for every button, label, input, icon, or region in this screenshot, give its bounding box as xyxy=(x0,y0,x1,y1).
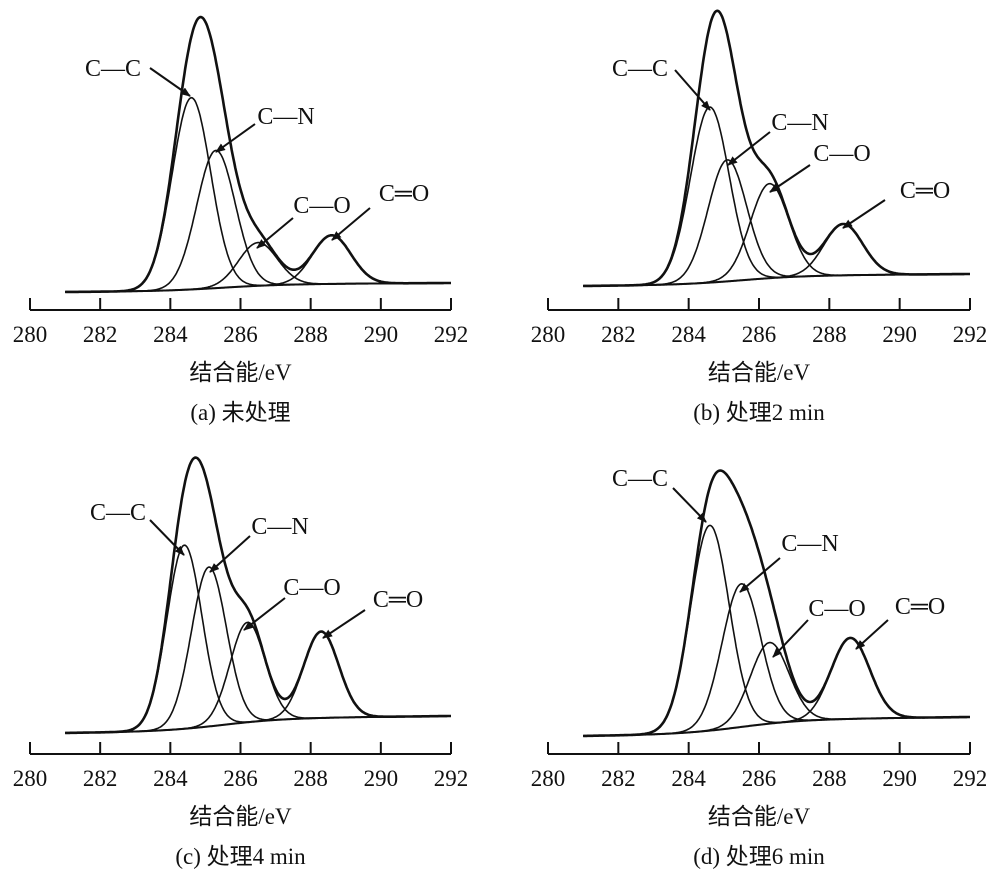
peak-label-C═O: C═O xyxy=(900,178,950,204)
envelope-curve xyxy=(64,15,451,294)
peak-arrow xyxy=(739,557,781,593)
x-tick-label: 282 xyxy=(83,766,118,791)
peak-arrow xyxy=(331,207,371,241)
x-tick-label: 284 xyxy=(671,322,706,347)
peak-label-C—O: C—O xyxy=(813,141,870,167)
x-tick-label: 290 xyxy=(364,766,399,791)
x-tick-label: 292 xyxy=(953,322,988,347)
peak-arrow xyxy=(855,619,889,650)
x-tick-label: 288 xyxy=(293,766,328,791)
peak-arrow xyxy=(149,67,191,97)
x-tick-label: 282 xyxy=(83,322,118,347)
chart-panel-a: 280 282 284 286 288 290 292 结合能/eV (a) 未处理 C—C C—N… xyxy=(13,15,469,425)
peak-label-C—C: C—C xyxy=(612,466,668,492)
peak-arrow xyxy=(149,519,185,556)
peak-arrow xyxy=(769,164,811,193)
peak-label-C—N: C—N xyxy=(771,110,828,136)
peak-label-C—N: C—N xyxy=(781,531,838,557)
peak-arrow xyxy=(842,199,886,229)
x-tick-label: 288 xyxy=(812,322,847,347)
x-tick-label: 290 xyxy=(364,322,399,347)
x-tick-label: 280 xyxy=(531,322,566,347)
x-axis-title: 结合能/eV xyxy=(708,804,811,829)
envelope-curve xyxy=(65,456,451,735)
peak-label-C—O: C—O xyxy=(808,596,865,622)
peak-label-C—N: C—N xyxy=(251,514,308,540)
peak-arrow xyxy=(772,619,809,658)
peak-label-C—C: C—C xyxy=(85,56,141,82)
envelope-curve xyxy=(583,9,970,288)
peak-label-C—C: C—C xyxy=(612,56,668,82)
panel-caption: (c) 处理4 min xyxy=(175,844,306,869)
x-tick-label: 290 xyxy=(882,766,917,791)
x-tick-label: 286 xyxy=(742,766,777,791)
peak-arrow xyxy=(674,69,711,111)
x-tick-label: 280 xyxy=(13,766,48,791)
panel-caption: (a) 未处理 xyxy=(190,400,290,425)
peak-arrow xyxy=(209,535,251,573)
chart-panel-c: 280 282 284 286 288 290 292 结合能/eV (c) 处理4 min C—… xyxy=(13,456,469,869)
peak-arrow xyxy=(727,131,771,166)
panel-caption: (d) 处理6 min xyxy=(693,844,825,869)
x-axis-title: 结合能/eV xyxy=(189,360,292,385)
x-tick-label: 286 xyxy=(742,322,777,347)
x-tick-label: 292 xyxy=(953,766,988,791)
x-tick-label: 282 xyxy=(601,322,636,347)
x-axis-title: 结合能/eV xyxy=(189,804,292,829)
peak-arrow xyxy=(256,217,294,249)
envelope-curve xyxy=(583,469,970,738)
x-tick-label: 280 xyxy=(531,766,566,791)
x-tick-label: 288 xyxy=(293,322,328,347)
x-tick-label: 284 xyxy=(153,766,188,791)
x-tick-label: 284 xyxy=(671,766,706,791)
component-curve-C—C xyxy=(583,524,970,737)
x-tick-label: 286 xyxy=(223,766,258,791)
chart-panel-d: 280 282 284 286 288 290 292 结合能/eV (d) 处理6 min C—… xyxy=(531,466,988,869)
peak-arrow xyxy=(215,123,256,153)
peak-label-C—O: C—O xyxy=(293,193,350,219)
x-tick-label: 286 xyxy=(223,322,258,347)
peak-label-C═O: C═O xyxy=(373,587,423,613)
x-tick-label: 292 xyxy=(434,322,469,347)
x-tick-label: 290 xyxy=(882,322,917,347)
x-tick-label: 284 xyxy=(153,322,188,347)
peak-label-C═O: C═O xyxy=(379,181,429,207)
peak-arrow xyxy=(322,609,366,639)
x-tick-label: 282 xyxy=(601,766,636,791)
peak-arrow xyxy=(243,597,286,631)
peak-label-C—C: C—C xyxy=(90,500,146,526)
panel-caption: (b) 处理2 min xyxy=(693,400,825,425)
x-tick-label: 288 xyxy=(812,766,847,791)
x-tick-label: 292 xyxy=(434,766,469,791)
peak-arrow xyxy=(672,487,707,523)
chart-panel-b: 280 282 284 286 288 290 292 结合能/eV (b) 处理2 min C—… xyxy=(531,9,988,425)
peak-label-C═O: C═O xyxy=(895,594,945,620)
component-curve-C—N xyxy=(65,149,451,293)
x-tick-label: 280 xyxy=(13,322,48,347)
x-axis-title: 结合能/eV xyxy=(708,360,811,385)
peak-label-C—O: C—O xyxy=(283,575,340,601)
peak-label-C—N: C—N xyxy=(257,104,314,130)
